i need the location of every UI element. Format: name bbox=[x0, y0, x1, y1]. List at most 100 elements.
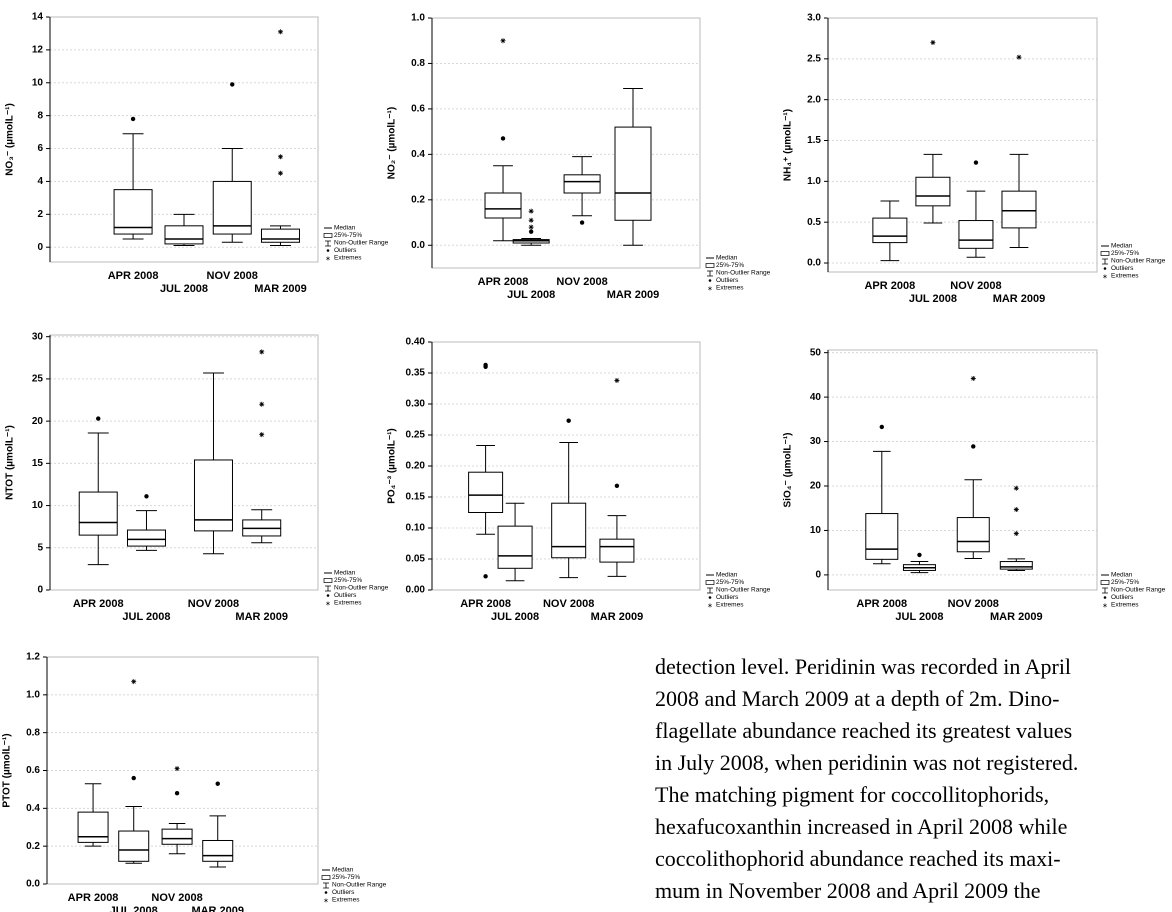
box bbox=[118, 830, 150, 862]
x-category-label: MAR 2009 bbox=[235, 611, 288, 623]
y-tick-label: 0.35 bbox=[406, 368, 426, 379]
y-axis-label: PTOT (µmolL⁻¹) bbox=[2, 733, 13, 807]
legend-label: Median bbox=[334, 225, 356, 232]
legend-label: Median bbox=[334, 570, 356, 577]
y-tick-label: 1.5 bbox=[807, 135, 821, 146]
y-tick-label: 0.0 bbox=[26, 879, 40, 890]
y-tick-label: 1.0 bbox=[411, 13, 425, 24]
extreme bbox=[277, 170, 283, 176]
plot-frame bbox=[431, 17, 701, 269]
text-line: mum in November 2008 and April 2009 the bbox=[655, 878, 1041, 903]
y-tick-label: 0.2 bbox=[411, 194, 425, 205]
legend-label: Extremes bbox=[716, 602, 744, 609]
y-tick-label: 50 bbox=[810, 347, 822, 358]
y-tick-label: 30 bbox=[32, 331, 44, 342]
y-tick-label: 25 bbox=[32, 374, 44, 385]
extreme bbox=[259, 432, 265, 438]
legend-label: Extremes bbox=[334, 255, 362, 262]
y-axis-label: PO₄⁻³ (µmolL⁻¹) bbox=[387, 428, 398, 504]
outlier bbox=[130, 116, 136, 122]
outlier bbox=[230, 82, 235, 87]
x-category-label: MAR 2009 bbox=[591, 611, 644, 623]
box bbox=[202, 839, 234, 862]
outlier bbox=[614, 483, 620, 489]
text-line: hexafucoxanthin increased in April 2008 … bbox=[655, 814, 1067, 839]
box bbox=[958, 220, 994, 249]
y-tick-label: 0 bbox=[815, 570, 821, 581]
legend-label: 25%-75% bbox=[716, 579, 744, 586]
y-tick-label: 0.8 bbox=[411, 58, 425, 69]
legend-label: Extremes bbox=[716, 285, 744, 292]
y-tick-label: 0.4 bbox=[26, 803, 40, 814]
extreme bbox=[614, 377, 620, 383]
y-tick-label: 1.0 bbox=[807, 176, 821, 187]
y-tick-label: 1.2 bbox=[26, 652, 40, 663]
y-tick-label: 0.15 bbox=[406, 492, 426, 503]
y-tick-label: 0.2 bbox=[26, 841, 40, 852]
legend-outlier bbox=[708, 596, 712, 599]
box bbox=[77, 811, 109, 843]
x-category-label: JUL 2008 bbox=[895, 611, 943, 623]
x-category-label: APR 2008 bbox=[460, 598, 511, 610]
y-axis-label: NH₄⁺ (µmolL⁻¹) bbox=[783, 109, 794, 181]
outlier bbox=[917, 552, 922, 558]
y-tick-label: 0.25 bbox=[406, 430, 426, 441]
x-category-label: JUL 2008 bbox=[160, 283, 208, 295]
box bbox=[468, 471, 504, 514]
x-category-label: MAR 2009 bbox=[191, 905, 244, 912]
legend-label: Median bbox=[1111, 243, 1133, 250]
outlier bbox=[971, 444, 976, 449]
outlier bbox=[215, 781, 220, 786]
x-category-label: JUL 2008 bbox=[110, 905, 158, 912]
extreme bbox=[277, 29, 283, 35]
x-category-label: MAR 2009 bbox=[254, 283, 307, 295]
text-line: in July 2008, when peridinin was not reg… bbox=[655, 750, 1078, 775]
y-tick-label: 0.00 bbox=[406, 585, 426, 596]
y-tick-label: 0.0 bbox=[807, 258, 821, 269]
legend-extreme-symbol: ∗ bbox=[1102, 603, 1107, 610]
y-tick-label: 0.8 bbox=[26, 727, 40, 738]
outlier bbox=[483, 362, 488, 368]
legend-label: Outliers bbox=[334, 592, 357, 599]
x-category-label: NOV 2008 bbox=[207, 270, 258, 282]
x-category-label: APR 2008 bbox=[856, 598, 907, 610]
y-tick-label: 0.6 bbox=[411, 104, 425, 115]
y-axis-label: NO₂⁻ (µmolL⁻¹) bbox=[387, 107, 398, 179]
y-tick-label: 40 bbox=[810, 392, 822, 403]
y-tick-label: 4 bbox=[37, 176, 43, 187]
legend-label: Outliers bbox=[716, 594, 739, 601]
legend-label: Median bbox=[1111, 572, 1133, 579]
legend-label: Outliers bbox=[332, 889, 355, 896]
outlier bbox=[131, 775, 136, 781]
chart: 0.0 0.2 0.4 0.6 0.8 1.0 1.2 PTOT (µmolL⁻¹) APR 2… bbox=[2, 652, 387, 912]
y-tick-label: 2.5 bbox=[807, 53, 821, 64]
y-tick-label: 0 bbox=[37, 585, 43, 596]
legend-label: Extremes bbox=[1111, 273, 1139, 280]
outlier bbox=[483, 574, 488, 579]
y-tick-label: 20 bbox=[810, 481, 822, 492]
y-tick-label: 8 bbox=[37, 110, 43, 121]
box bbox=[915, 176, 951, 207]
legend-label: Extremes bbox=[332, 897, 360, 904]
text-line: detection level. Peridinin was recorded … bbox=[655, 654, 1071, 679]
y-axis-label: NTOT (µmolL⁻¹) bbox=[5, 425, 16, 500]
legend-label: 25%-75% bbox=[716, 262, 744, 269]
box bbox=[164, 225, 204, 245]
plot-frame bbox=[49, 334, 319, 591]
legend-box bbox=[1100, 251, 1110, 256]
legend-label: Non-Outlier Range bbox=[1111, 258, 1166, 265]
y-tick-label: 0.6 bbox=[26, 765, 40, 776]
y-tick-label: 0.4 bbox=[411, 149, 425, 160]
legend-extreme-symbol: ∗ bbox=[1102, 274, 1107, 281]
box bbox=[956, 517, 990, 553]
legend-label: 25%-75% bbox=[1111, 250, 1139, 257]
legend-extreme-symbol: ∗ bbox=[325, 256, 330, 263]
outlier bbox=[566, 418, 571, 423]
extreme bbox=[174, 766, 180, 772]
extreme bbox=[970, 375, 976, 381]
legend-range bbox=[325, 240, 331, 247]
box bbox=[161, 828, 193, 845]
legend-range bbox=[707, 587, 713, 594]
